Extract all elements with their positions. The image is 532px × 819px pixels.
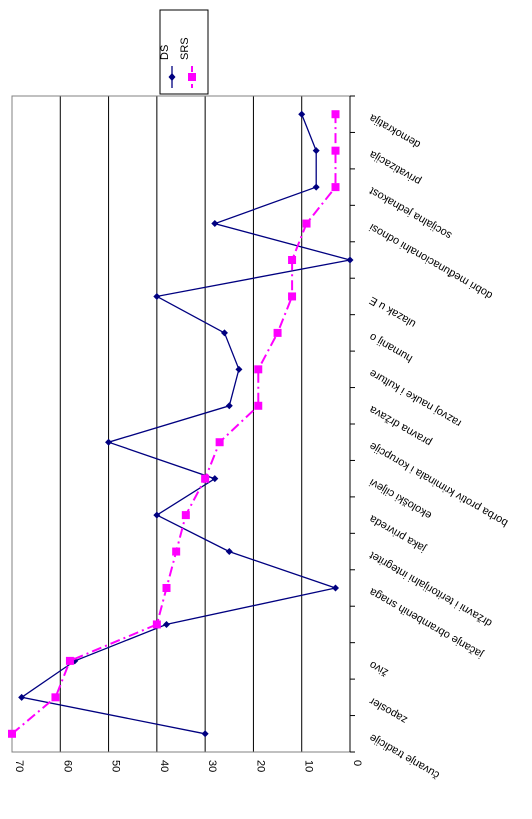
data-point-ds [153, 292, 161, 300]
data-point-ds [153, 511, 161, 519]
value-tick-label: 40 [158, 760, 170, 772]
data-point-ds [298, 110, 306, 118]
value-tick-label: 30 [206, 760, 218, 772]
data-point-srs [288, 292, 297, 301]
legend-swatch-marker [188, 73, 196, 81]
data-point-ds [225, 402, 233, 410]
data-point-srs [302, 219, 311, 228]
data-point-srs [331, 183, 340, 192]
data-point-srs [65, 656, 74, 665]
category-label: zaposler [367, 695, 409, 726]
value-tick-label: 0 [351, 760, 363, 766]
data-point-ds [235, 365, 243, 373]
data-point-srs [172, 547, 181, 556]
data-point-srs [51, 693, 60, 702]
data-point-srs [254, 401, 263, 410]
value-tick-label: 50 [110, 760, 122, 772]
legend-label: SRS [179, 37, 191, 60]
data-point-ds [225, 548, 233, 556]
data-point-ds [211, 475, 219, 483]
data-point-srs [181, 511, 190, 520]
data-point-srs [215, 438, 224, 447]
category-label: jačanje obrambenih snaga [367, 585, 486, 661]
data-point-ds [312, 183, 320, 191]
category-label: dobri međunacionalni odnosi [368, 221, 495, 301]
category-label: humanij o [368, 330, 415, 364]
data-point-ds [332, 584, 340, 592]
data-point-srs [288, 256, 297, 264]
category-label: živo [368, 658, 391, 678]
data-point-ds [201, 730, 209, 738]
data-point-ds [312, 147, 320, 155]
series-line-ds [20, 113, 351, 735]
value-tick-label: 60 [61, 760, 73, 772]
data-point-ds [211, 220, 219, 228]
category-label: državni i teritorijalni integritet [368, 549, 495, 629]
category-label: ulazak u E [368, 294, 418, 330]
category-label: borba protiv kriminala i korupcije [368, 440, 511, 529]
data-point-srs [152, 620, 161, 629]
category-label: privatizacija [367, 148, 424, 188]
data-point-ds [346, 256, 354, 264]
data-point-srs [331, 146, 340, 155]
legend-label: DS [159, 45, 171, 60]
category-label: jaka privreda [367, 512, 429, 555]
value-tick-label: 20 [254, 760, 266, 772]
data-point-ds [105, 438, 113, 446]
legend-box [159, 9, 209, 95]
legend: DS SRS [159, 9, 209, 95]
data-point-srs [162, 584, 171, 592]
value-tick-label: 10 [303, 760, 315, 772]
plot-area-border [11, 95, 351, 753]
legend-swatch-marker [168, 73, 176, 81]
category-label: čuvanje tradicije [368, 731, 442, 781]
data-point-srs [8, 729, 16, 738]
data-point-srs [273, 328, 282, 337]
series-line-srs [11, 114, 337, 735]
data-point-srs [254, 365, 263, 374]
value-tick-label: 70 [13, 760, 25, 772]
data-point-ds [18, 693, 26, 701]
data-point-ds [220, 329, 228, 337]
category-label: demokratija [367, 111, 423, 150]
data-point-srs [201, 474, 210, 483]
data-point-ds [163, 620, 171, 628]
data-point-srs [331, 110, 340, 119]
